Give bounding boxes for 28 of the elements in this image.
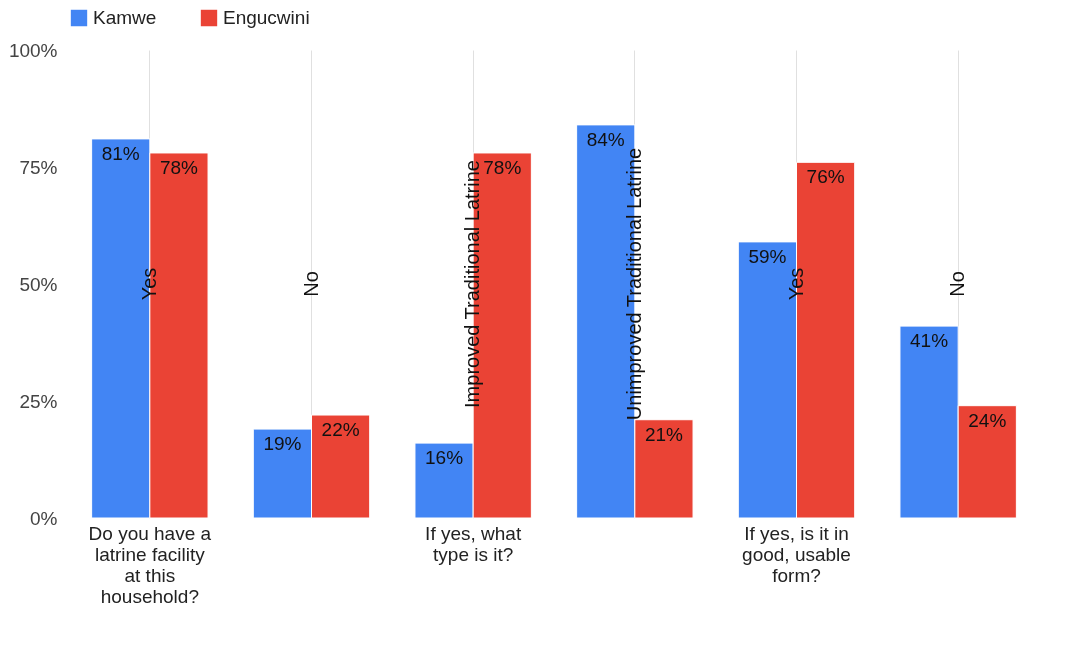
data-label: 24% xyxy=(968,409,1007,431)
data-label: 84% xyxy=(586,128,625,150)
y-tick-label: 0% xyxy=(30,507,58,529)
annotation: Yes xyxy=(137,267,160,301)
annotation: Improved Traditional Latrine xyxy=(461,160,484,408)
data-label: 19% xyxy=(263,433,302,455)
legend-label: Kamwe xyxy=(93,7,157,29)
x-tick-label: Do you have a latrine facility at this household? xyxy=(88,522,212,607)
data-label: 78% xyxy=(483,156,522,178)
annotation: Yes xyxy=(784,267,807,301)
data-label: 81% xyxy=(101,142,140,164)
data-label: 21% xyxy=(644,423,684,445)
data-label: 16% xyxy=(425,447,464,469)
data-label: 41% xyxy=(910,330,949,352)
legend-label: Engucwini xyxy=(223,7,310,29)
data-label: 76% xyxy=(806,166,845,188)
annotation: No xyxy=(299,271,322,297)
annotation: Unimproved Traditional Latrine xyxy=(622,147,645,421)
data-label: 22% xyxy=(321,419,360,441)
y-tick-label: 100% xyxy=(8,39,58,61)
data-label: 59% xyxy=(748,245,787,267)
y-tick-label: 25% xyxy=(19,390,58,412)
y-tick-label: 75% xyxy=(19,156,58,178)
annotation: No xyxy=(946,271,969,297)
data-label: 78% xyxy=(159,156,199,178)
x-tick-label: If yes, is it in good, usable form? xyxy=(742,522,851,586)
x-tick-label: If yes, what type is it? xyxy=(425,522,522,565)
y-tick-label: 50% xyxy=(19,273,58,295)
